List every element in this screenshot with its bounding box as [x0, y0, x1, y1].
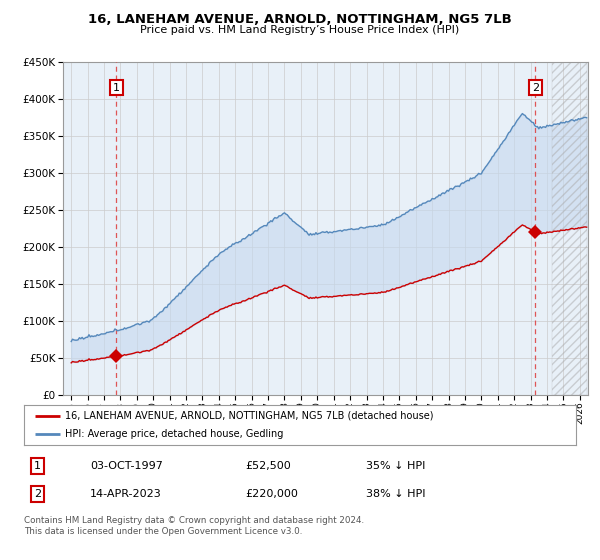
Text: Contains HM Land Registry data © Crown copyright and database right 2024.
This d: Contains HM Land Registry data © Crown c… [24, 516, 364, 536]
Text: 2: 2 [532, 82, 539, 92]
Text: 38% ↓ HPI: 38% ↓ HPI [366, 489, 426, 500]
Text: Price paid vs. HM Land Registry’s House Price Index (HPI): Price paid vs. HM Land Registry’s House … [140, 25, 460, 35]
Text: 35% ↓ HPI: 35% ↓ HPI [366, 461, 425, 471]
Text: 16, LANEHAM AVENUE, ARNOLD, NOTTINGHAM, NG5 7LB (detached house): 16, LANEHAM AVENUE, ARNOLD, NOTTINGHAM, … [65, 411, 434, 421]
Text: HPI: Average price, detached house, Gedling: HPI: Average price, detached house, Gedl… [65, 430, 284, 439]
Text: 16, LANEHAM AVENUE, ARNOLD, NOTTINGHAM, NG5 7LB: 16, LANEHAM AVENUE, ARNOLD, NOTTINGHAM, … [88, 13, 512, 26]
Text: 14-APR-2023: 14-APR-2023 [90, 489, 162, 500]
Text: £52,500: £52,500 [245, 461, 290, 471]
Text: 03-OCT-1997: 03-OCT-1997 [90, 461, 163, 471]
Text: 2: 2 [34, 489, 41, 500]
Text: £220,000: £220,000 [245, 489, 298, 500]
Text: 1: 1 [34, 461, 41, 471]
Text: 1: 1 [113, 82, 120, 92]
